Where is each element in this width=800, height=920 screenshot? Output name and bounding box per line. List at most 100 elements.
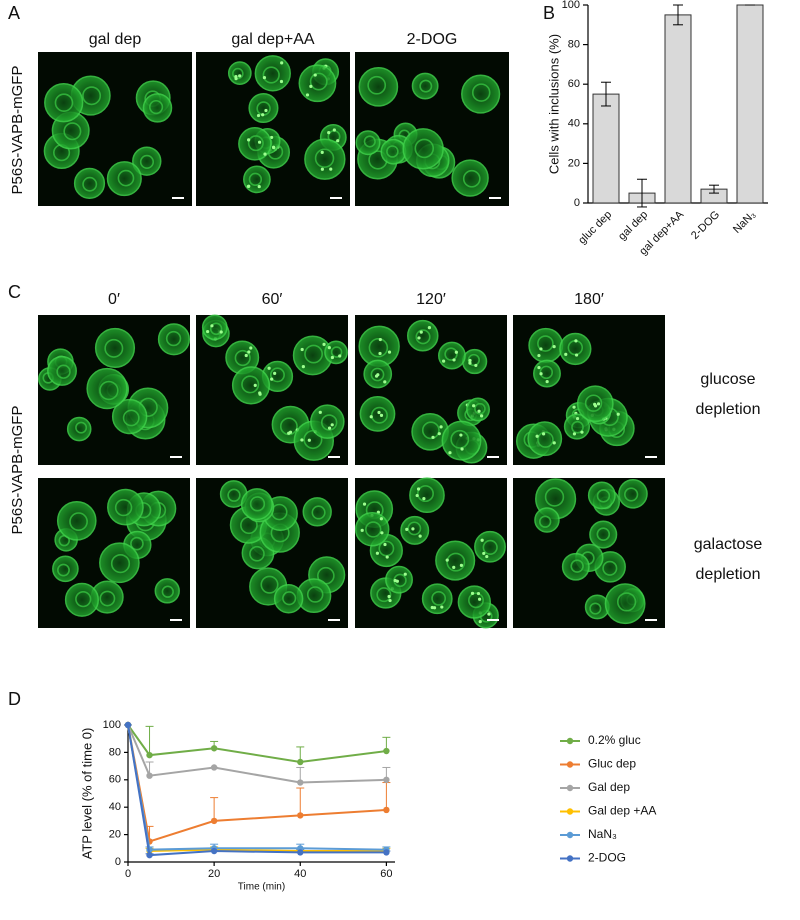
bar: [736, 4, 764, 204]
inclusion: [377, 410, 381, 415]
cell: [409, 477, 445, 514]
nucleus: [363, 135, 376, 148]
inclusion: [329, 167, 333, 171]
nucleus: [467, 353, 480, 367]
inclusion: [313, 73, 317, 77]
x-tick-label: 2-DOG: [689, 209, 722, 242]
nucleus: [365, 521, 382, 538]
cell: [561, 552, 590, 581]
inclusion: [459, 433, 463, 437]
nucleus: [249, 496, 266, 512]
row-label: galactose: [694, 536, 763, 553]
cell: [94, 327, 136, 369]
nucleus: [330, 346, 343, 358]
inclusion: [476, 591, 481, 596]
nucleus: [139, 154, 155, 169]
nucleus: [227, 488, 241, 502]
inclusion: [332, 128, 336, 132]
inclusion: [419, 330, 423, 334]
y-tick-label: 100: [562, 0, 580, 11]
error-bar: [210, 797, 219, 821]
nucleus: [262, 66, 280, 84]
nucleus: [117, 169, 135, 187]
legend-marker: [566, 808, 574, 815]
cell: [142, 93, 173, 123]
cell: [380, 138, 407, 165]
micrograph: [513, 315, 665, 465]
cell: [589, 520, 618, 549]
y-tick-label: 80: [109, 746, 121, 758]
nucleus: [306, 586, 324, 603]
series-line: [127, 724, 387, 853]
inclusion: [280, 61, 284, 65]
inclusion: [264, 108, 268, 113]
nucleus: [584, 394, 603, 412]
inclusion: [263, 152, 267, 156]
micrograph: [513, 478, 665, 628]
y-tick-label: 100: [103, 719, 121, 731]
nucleus: [539, 365, 554, 380]
nucleus: [624, 487, 639, 502]
nucleus: [304, 344, 324, 364]
series-line: [127, 724, 387, 843]
inclusion: [572, 405, 576, 409]
nucleus: [421, 421, 440, 440]
legend-label: Gluc dep: [588, 757, 636, 771]
series-line: [127, 724, 387, 764]
cell: [406, 319, 439, 352]
panel-letter: B: [543, 3, 555, 23]
cell: [421, 583, 453, 615]
micrograph: [38, 315, 190, 465]
inclusion: [539, 347, 543, 351]
panel-letter: C: [8, 282, 21, 302]
inclusion: [320, 167, 324, 171]
point: [146, 851, 153, 859]
inclusion: [437, 432, 441, 436]
inclusion: [537, 365, 541, 370]
error-bar: [709, 184, 719, 194]
time-label: 60′: [262, 291, 283, 308]
nucleus: [161, 585, 174, 598]
nucleus: [110, 553, 131, 574]
inclusion: [411, 527, 415, 531]
inclusion: [238, 74, 242, 78]
y-axis-label: ATP level (% of time 0): [79, 728, 94, 860]
inclusion: [468, 358, 472, 363]
nucleus: [54, 93, 74, 113]
inclusion: [448, 451, 452, 455]
nucleus: [537, 431, 554, 448]
nucleus: [122, 409, 140, 427]
nucleus: [99, 380, 119, 401]
nucleus: [474, 402, 486, 415]
cell: [201, 314, 228, 341]
inclusion: [395, 579, 399, 583]
x-tick-label: 40: [294, 868, 306, 880]
y-tick-label: 60: [568, 78, 580, 90]
inclusion: [258, 391, 262, 395]
y-tick-label: 20: [109, 829, 121, 841]
nucleus: [571, 420, 584, 434]
cell: [457, 585, 492, 619]
inclusion: [279, 79, 284, 84]
y-axis-label: Cells with inclusions (%): [546, 34, 561, 174]
cell: [461, 74, 501, 114]
point: [146, 772, 153, 779]
y-tick-label: 40: [109, 801, 121, 813]
inclusion: [431, 435, 435, 439]
inclusion: [439, 425, 443, 429]
nucleus: [450, 429, 470, 449]
inclusion: [482, 551, 486, 556]
cell: [231, 366, 271, 405]
x-tick-label: 20: [208, 868, 220, 880]
inclusion: [616, 412, 620, 416]
point: [383, 747, 390, 755]
cell: [587, 481, 616, 510]
cell: [106, 161, 142, 197]
image-title: gal dep+AA: [231, 31, 315, 48]
inclusion: [378, 337, 382, 342]
inclusion: [210, 324, 214, 328]
inclusion: [545, 379, 549, 384]
row-label: depletion: [696, 401, 761, 418]
bar: [664, 14, 692, 204]
legend-label: 0.2% gluc: [588, 733, 641, 747]
